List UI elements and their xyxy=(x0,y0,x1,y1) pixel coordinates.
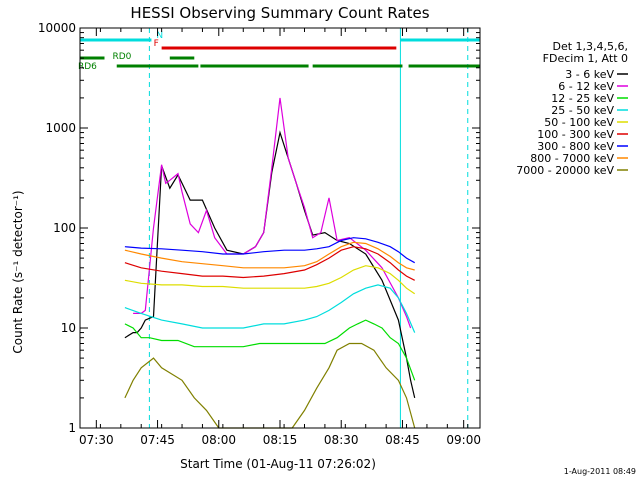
legend-label-7: 800 - 7000 keV xyxy=(530,152,614,165)
series-line-5 xyxy=(124,246,415,281)
x-tick-label-4: 08:30 xyxy=(324,433,359,447)
state-label-2: RD0 xyxy=(112,52,131,62)
series-line-8 xyxy=(124,342,416,429)
y-tick-label-2: 100 xyxy=(53,221,76,235)
y-tick-label-4: 10000 xyxy=(38,21,76,35)
series-layer xyxy=(124,97,416,429)
series-line-0 xyxy=(124,130,416,399)
state-label-1: F xyxy=(154,39,159,49)
state-bars: NF RD0 RD6 xyxy=(78,31,480,72)
x-axis-label: Start Time (01-Aug-11 07:26:02) xyxy=(180,457,376,471)
plot-frame xyxy=(79,27,481,429)
y-tick-label-1: 10 xyxy=(61,321,76,335)
legend-label-1: 6 - 12 keV xyxy=(558,80,614,93)
y-tick-label-0: 1 xyxy=(68,421,76,435)
y-axis-label: Count Rate (s⁻¹ detector⁻¹) xyxy=(11,190,25,353)
legend-label-4: 50 - 100 keV xyxy=(544,116,614,129)
x-tick-label-3: 08:15 xyxy=(263,433,298,447)
legend: Det 1,3,4,5,6,FDecim 1, Att 0 3 - 6 keV6 … xyxy=(516,40,628,177)
x-axis: 07:30 07:45 08:00 08:15 08:30 08:45 09:00 xyxy=(79,28,481,447)
state-label-3: RD6 xyxy=(78,62,97,72)
x-tick-label-1: 07:45 xyxy=(140,433,175,447)
series-line-6 xyxy=(124,237,415,264)
series-line-4 xyxy=(124,265,416,295)
x-tick-label-5: 08:45 xyxy=(385,433,420,447)
legend-header-1: FDecim 1, Att 0 xyxy=(543,52,628,65)
x-tick-label-2: 08:00 xyxy=(201,433,236,447)
series-line-1 xyxy=(133,97,412,329)
series-line-3 xyxy=(124,284,416,333)
x-tick-label-6: 09:00 xyxy=(446,433,481,447)
y-tick-label-3: 1000 xyxy=(45,121,76,135)
series-line-7 xyxy=(124,241,415,271)
x-tick-label-0: 07:30 xyxy=(79,433,114,447)
series-line-2 xyxy=(124,319,416,381)
legend-label-0: 3 - 6 keV xyxy=(565,68,614,81)
legend-label-6: 300 - 800 keV xyxy=(537,140,614,153)
legend-header-0: Det 1,3,4,5,6, xyxy=(552,40,628,53)
state-label-0: N xyxy=(156,31,163,41)
legend-label-3: 25 - 50 keV xyxy=(551,104,614,117)
y-axis: 1 10 100 1000 10000 xyxy=(38,21,480,435)
legend-label-8: 7000 - 20000 keV xyxy=(516,164,614,177)
chart-title: HESSI Observing Summary Count Rates xyxy=(130,4,429,22)
timestamp: 1-Aug-2011 08:49 xyxy=(564,467,636,476)
legend-label-2: 12 - 25 keV xyxy=(551,92,614,105)
legend-label-5: 100 - 300 keV xyxy=(537,128,614,141)
